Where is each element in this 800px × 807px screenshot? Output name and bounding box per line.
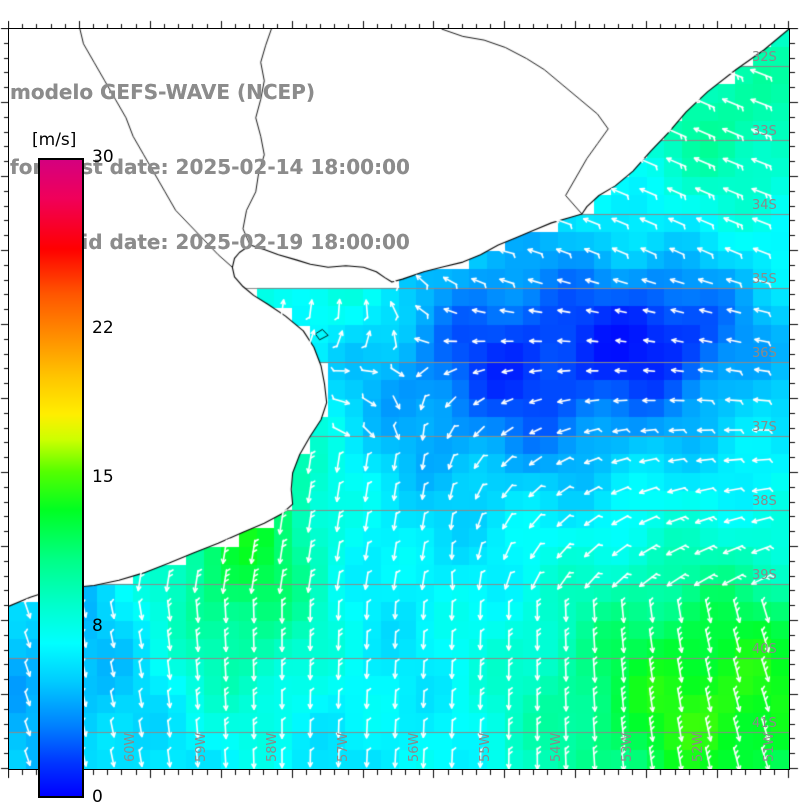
bottom-tick-rail [8, 770, 790, 779]
colorbar-tick-15: 15 [92, 467, 114, 487]
right-tick-rail [790, 28, 799, 770]
lat-label-38S: 38S [752, 494, 777, 509]
lon-label-51W: 51W [761, 732, 777, 762]
colorbar-tick-30: 30 [92, 147, 114, 167]
forecast-date: forecast date: 2025-02-14 18:00:00 [10, 155, 410, 179]
lon-label-53W: 53W [619, 732, 635, 762]
lon-label-60W: 60W [123, 732, 139, 762]
left-tick-rail [0, 28, 9, 770]
lat-label-39S: 39S [752, 568, 777, 583]
lat-label-33S: 33S [752, 124, 777, 139]
colorbar-gradient [38, 158, 84, 798]
lat-label-34S: 34S [752, 198, 777, 213]
lat-label-40S: 40S [752, 642, 777, 657]
colorbar-tick-22: 22 [92, 317, 114, 338]
lon-label-59W: 59W [194, 732, 210, 762]
lon-label-55W: 55W [478, 732, 493, 762]
colorbar-units-label: [m/s] [32, 130, 77, 150]
wind-barb-overlay [9, 29, 789, 769]
lon-label-56W: 56W [407, 732, 423, 762]
lat-label-37S: 37S [752, 420, 777, 435]
lon-label-58W: 58W [265, 732, 281, 762]
map-title-block: modelo GEFS-WAVE (NCEP) forecast date: 2… [10, 30, 530, 305]
lat-label-41S: 41S [752, 716, 777, 731]
valid-date: valid date: 2025-02-19 18:00:00 [48, 230, 410, 254]
top-tick-rail [8, 20, 790, 29]
lat-label-35S: 35S [752, 272, 777, 287]
map-plot-area[interactable] [8, 28, 790, 770]
lon-label-57W: 57W [336, 732, 352, 762]
lon-label-52W: 52W [690, 732, 706, 762]
lat-label-36S: 36S [752, 346, 777, 361]
lat-label-32S: 32S [752, 50, 777, 65]
lon-label-54W: 54W [548, 732, 564, 762]
colorbar-tick-8: 8 [92, 616, 103, 637]
model-title: modelo GEFS-WAVE (NCEP) [10, 80, 315, 104]
colorbar-tick-0: 0 [92, 787, 103, 807]
